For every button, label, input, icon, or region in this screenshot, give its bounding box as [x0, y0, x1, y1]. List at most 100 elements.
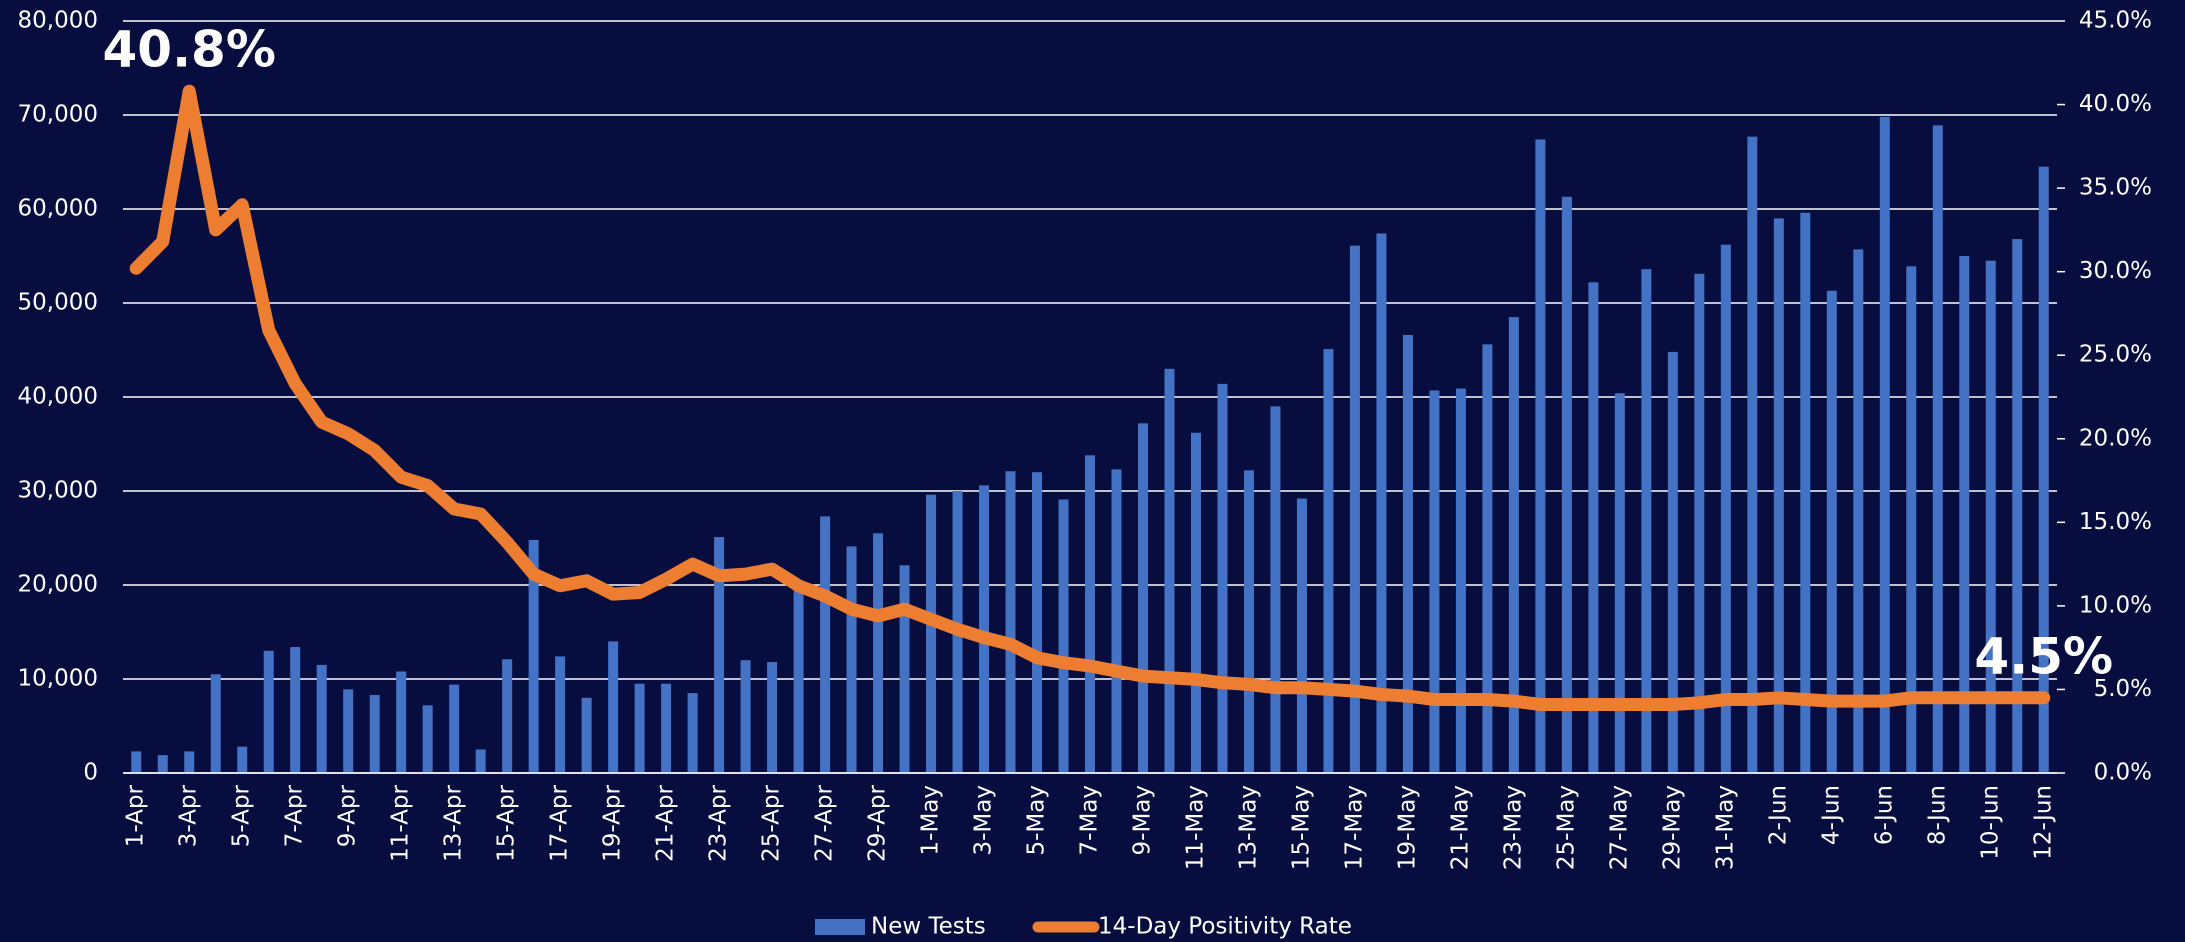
bar: [422, 705, 433, 773]
y-tick-label: 0: [83, 760, 98, 786]
bar: [502, 659, 513, 773]
x-tick-label: 23-May: [1500, 785, 1526, 870]
y2-tick-label: 10.0%: [2079, 592, 2152, 618]
bar: [793, 585, 804, 773]
bar: [1561, 196, 1572, 773]
bar: [1296, 498, 1307, 773]
x-tick-label: 15-May: [1288, 785, 1314, 870]
x-tick-label: 2-Jun: [1765, 785, 1791, 845]
x-tick-label: 17-May: [1341, 785, 1367, 870]
bar: [1985, 260, 1996, 773]
bar: [555, 656, 566, 773]
x-tick-label: 13-Apr: [441, 784, 467, 861]
y-tick-label: 10,000: [18, 666, 98, 692]
bar: [979, 485, 990, 773]
x-tick-label: 19-May: [1394, 785, 1420, 870]
x-tick-label: 10-Jun: [1977, 785, 2003, 860]
bar: [1641, 269, 1652, 773]
bar: [1959, 256, 1970, 773]
bar: [2012, 239, 2023, 773]
legend-label: New Tests: [871, 914, 986, 940]
y2-tick-label: 30.0%: [2079, 258, 2152, 284]
bar: [899, 565, 910, 773]
bar: [1376, 233, 1387, 773]
line: [129, 84, 2051, 711]
x-tick-label: 19-Apr: [600, 784, 626, 861]
bar: [714, 537, 725, 773]
bar: [263, 650, 274, 773]
bar: [1270, 406, 1281, 773]
x-tick-label: 29-May: [1659, 785, 1685, 870]
bar: [2038, 166, 2049, 773]
x-tick-label: 1-Apr: [123, 784, 149, 847]
legend-swatch: [815, 919, 865, 935]
y-tick-label: 70,000: [18, 102, 98, 128]
x-tick-label: 21-May: [1447, 785, 1473, 870]
bar: [1085, 455, 1095, 773]
x-tick-label: 7-Apr: [282, 784, 308, 847]
x-tick-label: 23-Apr: [706, 784, 732, 861]
bar: [1535, 139, 1546, 773]
bar: [767, 662, 778, 773]
bar: [687, 693, 698, 773]
bar: [131, 751, 142, 773]
bar: [1508, 317, 1519, 773]
x-tick-label: 3-Apr: [176, 784, 202, 847]
bar: [1694, 273, 1705, 773]
bar: [449, 684, 460, 773]
bar: [396, 671, 407, 773]
bar: [1429, 390, 1440, 773]
bar: [1032, 472, 1043, 773]
bar: [1614, 393, 1625, 773]
bar: [1217, 383, 1228, 773]
x-tick-label: 1-May: [918, 785, 944, 855]
bar: [1137, 423, 1148, 773]
bar: [1482, 344, 1493, 773]
x-tick-label: 15-Apr: [494, 784, 520, 861]
x-tick-label: 11-May: [1182, 785, 1208, 870]
bar: [1800, 212, 1811, 773]
bar: [926, 494, 937, 773]
bar: [608, 641, 619, 773]
x-tick-label: 5-May: [1024, 785, 1050, 855]
bar: [184, 751, 195, 773]
bar: [1164, 368, 1175, 773]
bar: [1243, 470, 1254, 773]
y-tick-label: 60,000: [18, 196, 98, 222]
x-tick-label: 27-Apr: [812, 784, 838, 861]
bar: [237, 746, 248, 773]
bar: [1455, 388, 1466, 773]
bar: [475, 749, 486, 773]
y2-tick-label: 35.0%: [2079, 175, 2152, 201]
x-tick-label: 6-Jun: [1871, 785, 1897, 845]
bar: [581, 697, 592, 773]
data-label: 4.5%: [1974, 627, 2113, 685]
bar: [343, 689, 354, 773]
bar: [210, 674, 221, 773]
bar: [1773, 218, 1784, 773]
x-tick-label: 8-Jun: [1924, 785, 1950, 845]
x-tick-label: 7-May: [1077, 785, 1103, 855]
y-tick-label: 30,000: [18, 478, 98, 504]
x-tick-label: 17-Apr: [547, 784, 573, 861]
bar: [1588, 282, 1599, 773]
x-tick-label: 21-Apr: [653, 784, 679, 861]
bar: [1058, 499, 1069, 773]
bar: [820, 516, 831, 773]
y-tick-label: 20,000: [18, 572, 98, 598]
bar: [661, 683, 672, 773]
bar: [1747, 136, 1758, 773]
bar: [1349, 245, 1360, 773]
y2-tick-label: 20.0%: [2079, 425, 2152, 451]
bar: [1879, 116, 1890, 773]
bar: [290, 647, 301, 773]
bar: [846, 546, 857, 773]
x-tick-label: 13-May: [1235, 785, 1261, 870]
data-label: 40.8%: [102, 21, 275, 79]
bar: [1190, 432, 1201, 773]
bar: [1853, 249, 1864, 774]
x-tick-label: 25-Apr: [759, 784, 785, 861]
y2-tick-label: 45.0%: [2079, 8, 2152, 34]
x-tick-label: 25-May: [1553, 785, 1579, 870]
